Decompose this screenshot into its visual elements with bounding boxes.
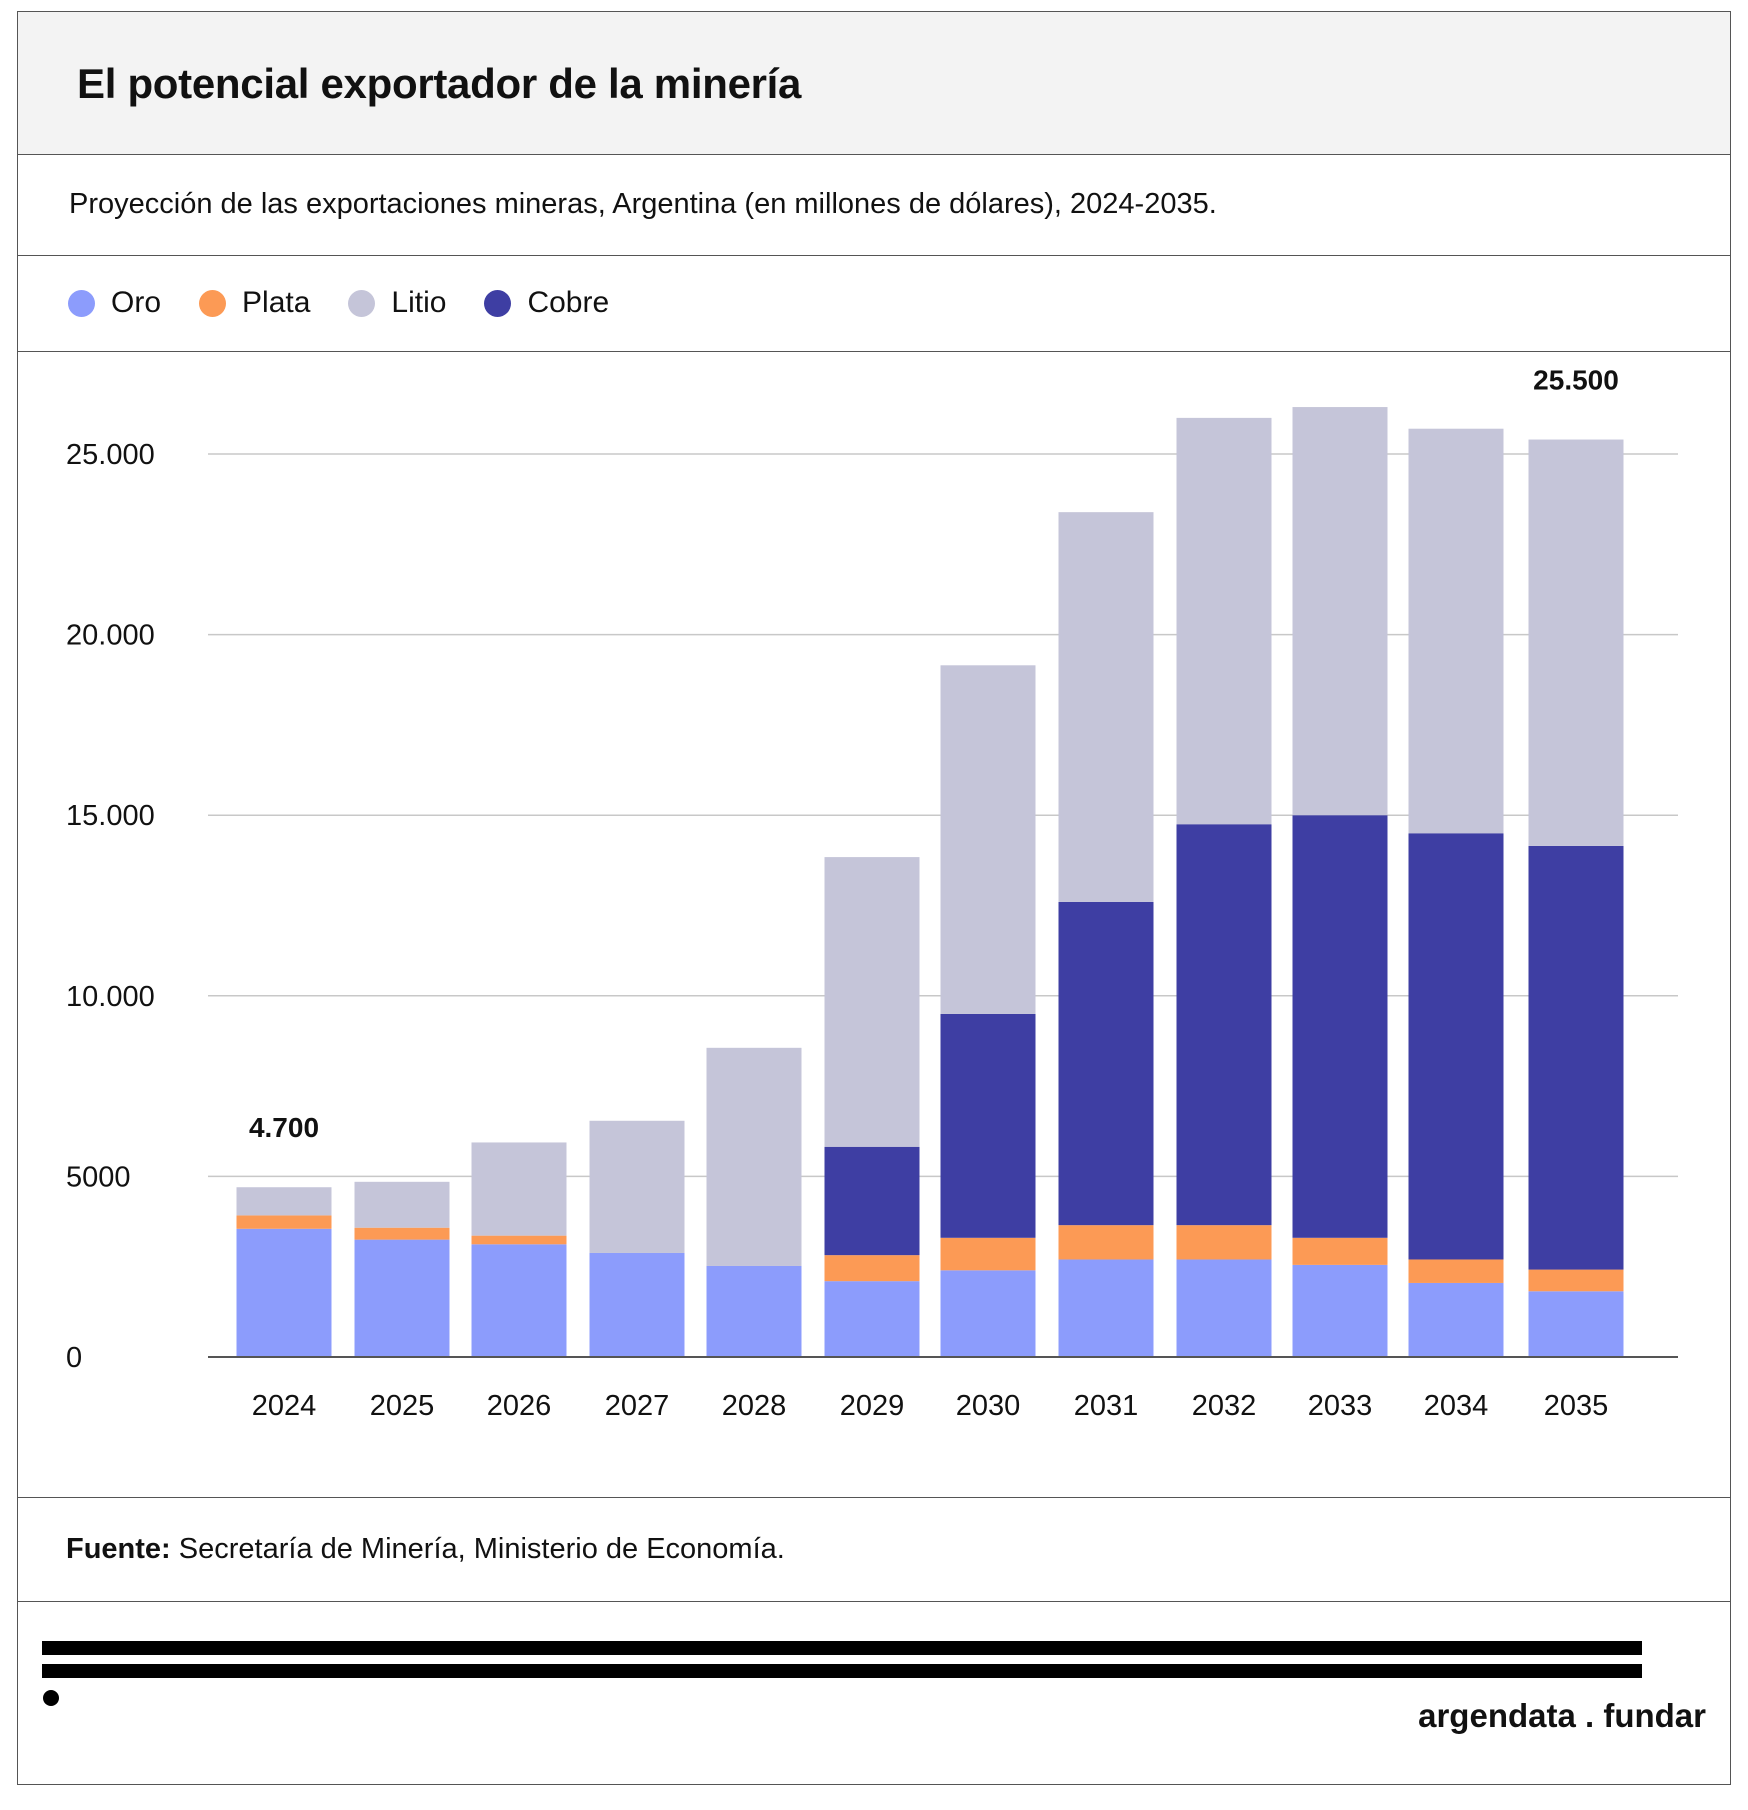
bar-segment-plata [1292, 1237, 1388, 1265]
bar-segment-plata [1058, 1225, 1154, 1260]
source-note: Fuente: Secretaría de Minería, Ministeri… [66, 1533, 785, 1566]
legend-label-oro: Oro [111, 286, 162, 319]
x-tick-label: 2027 [605, 1390, 670, 1422]
bar-segment-oro [1408, 1282, 1504, 1357]
y-tick-label: 10.000 [66, 981, 155, 1013]
bar-segment-oro [589, 1252, 685, 1357]
y-tick-label: 15.000 [66, 800, 155, 832]
bar-segment-cobre [1176, 824, 1272, 1226]
x-tick-label: 2029 [840, 1390, 905, 1422]
bar-segment-litio [824, 857, 920, 1147]
source-label: Fuente: [66, 1533, 171, 1565]
data-label: 25.500 [1533, 365, 1619, 396]
bar-segment-litio [589, 1120, 685, 1253]
bar-segment-cobre [940, 1013, 1036, 1238]
bar-segment-litio [471, 1142, 567, 1236]
bar-segment-cobre [1292, 815, 1388, 1238]
legend-label-plata: Plata [242, 286, 311, 319]
chart-card: El potencial exportador de la minería Pr… [17, 11, 1731, 1785]
bar-segment-oro [1058, 1259, 1154, 1357]
legend-item-oro: Oro [68, 286, 161, 320]
bar-segment-oro [706, 1265, 802, 1357]
bar-segment-cobre [1408, 833, 1504, 1260]
stacked-bar-chart: 0 5000 10.000 15.000 20.000 25.000 2024 2025 202… [66, 365, 1678, 1422]
bar-segment-plata [824, 1255, 920, 1282]
bar-segment-plata [940, 1237, 1036, 1271]
bar-segment-litio [940, 665, 1036, 1014]
x-tick-label: 2033 [1308, 1390, 1373, 1422]
bar-segment-plata [1528, 1269, 1624, 1292]
bar-segment-oro [354, 1239, 450, 1357]
y-tick-label: 0 [66, 1342, 82, 1374]
bar-segment-oro [236, 1228, 332, 1357]
bar-segment-plata [236, 1215, 332, 1229]
x-tick-label: 2024 [252, 1390, 317, 1422]
bar-segment-oro [940, 1270, 1036, 1357]
legend-item-plata: Plata [199, 286, 310, 320]
bar-segment-plata [1176, 1225, 1272, 1260]
legend-label-litio: Litio [391, 286, 447, 319]
bar-segment-litio [1292, 407, 1388, 816]
brand-bar-top [42, 1641, 1642, 1655]
x-tick-label: 2034 [1424, 1390, 1489, 1422]
subtitle-band: Proyección de las exportaciones mineras,… [18, 155, 1730, 256]
bar-segment-litio [354, 1181, 450, 1228]
chart-title: El potencial exportador de la minería [77, 60, 802, 107]
bar-segment-litio [1408, 428, 1504, 834]
bar-segment-litio [236, 1187, 332, 1216]
x-tick-label: 2030 [956, 1390, 1021, 1422]
y-tick-label: 5000 [66, 1161, 131, 1193]
chart-subtitle: Proyección de las exportaciones mineras,… [69, 188, 1217, 220]
bar-segment-plata [1408, 1259, 1504, 1283]
legend-label-cobre: Cobre [527, 286, 610, 319]
bar-segment-litio [1528, 439, 1624, 846]
bar-segment-litio [1176, 417, 1272, 825]
bar-segment-plata [354, 1227, 450, 1240]
x-tick-label: 2032 [1192, 1390, 1257, 1422]
y-tick-label: 20.000 [66, 620, 155, 652]
x-tick-label: 2035 [1544, 1390, 1609, 1422]
legend: Oro Plata Litio Cobre [68, 286, 609, 320]
brand-dot [43, 1690, 59, 1706]
bar-segment-oro [1528, 1291, 1624, 1357]
source-text: Secretaría de Minería, Ministerio de Eco… [170, 1533, 785, 1565]
legend-swatch-litio [348, 289, 376, 317]
brand-logo: argendata . fundar [1418, 1697, 1706, 1734]
legend-item-cobre: Cobre [484, 286, 609, 320]
legend-swatch-plata [199, 289, 227, 317]
bar-segment-oro [824, 1281, 920, 1357]
bar-segment-oro [1292, 1264, 1388, 1357]
data-label: 4.700 [249, 1112, 319, 1143]
source-band: Fuente: Secretaría de Minería, Ministeri… [18, 1498, 1730, 1602]
x-tick-label: 2031 [1074, 1390, 1139, 1422]
title-band: El potencial exportador de la minería [18, 12, 1730, 155]
bar-segment-plata [471, 1235, 567, 1245]
bar-segment-cobre [1528, 845, 1624, 1270]
bar-segment-cobre [1058, 901, 1154, 1226]
bar-segment-oro [1176, 1259, 1272, 1357]
legend-swatch-cobre [484, 289, 512, 317]
legend-swatch-oro [68, 289, 95, 317]
bar-segment-litio [706, 1047, 802, 1266]
x-tick-label: 2028 [722, 1390, 787, 1422]
legend-band: Oro Plata Litio Cobre [18, 256, 1730, 352]
x-tick-label: 2026 [487, 1390, 552, 1422]
x-tick-label: 2025 [370, 1390, 435, 1422]
legend-item-litio: Litio [348, 286, 446, 320]
y-tick-label: 25.000 [66, 439, 155, 471]
brand-bar-bottom [42, 1664, 1642, 1678]
bar-segment-oro [471, 1244, 567, 1357]
bar-segment-cobre [824, 1146, 920, 1256]
chart-area: 0 5000 10.000 15.000 20.000 25.000 2024 2025 202… [18, 352, 1730, 1498]
bar-segment-litio [1058, 512, 1154, 902]
